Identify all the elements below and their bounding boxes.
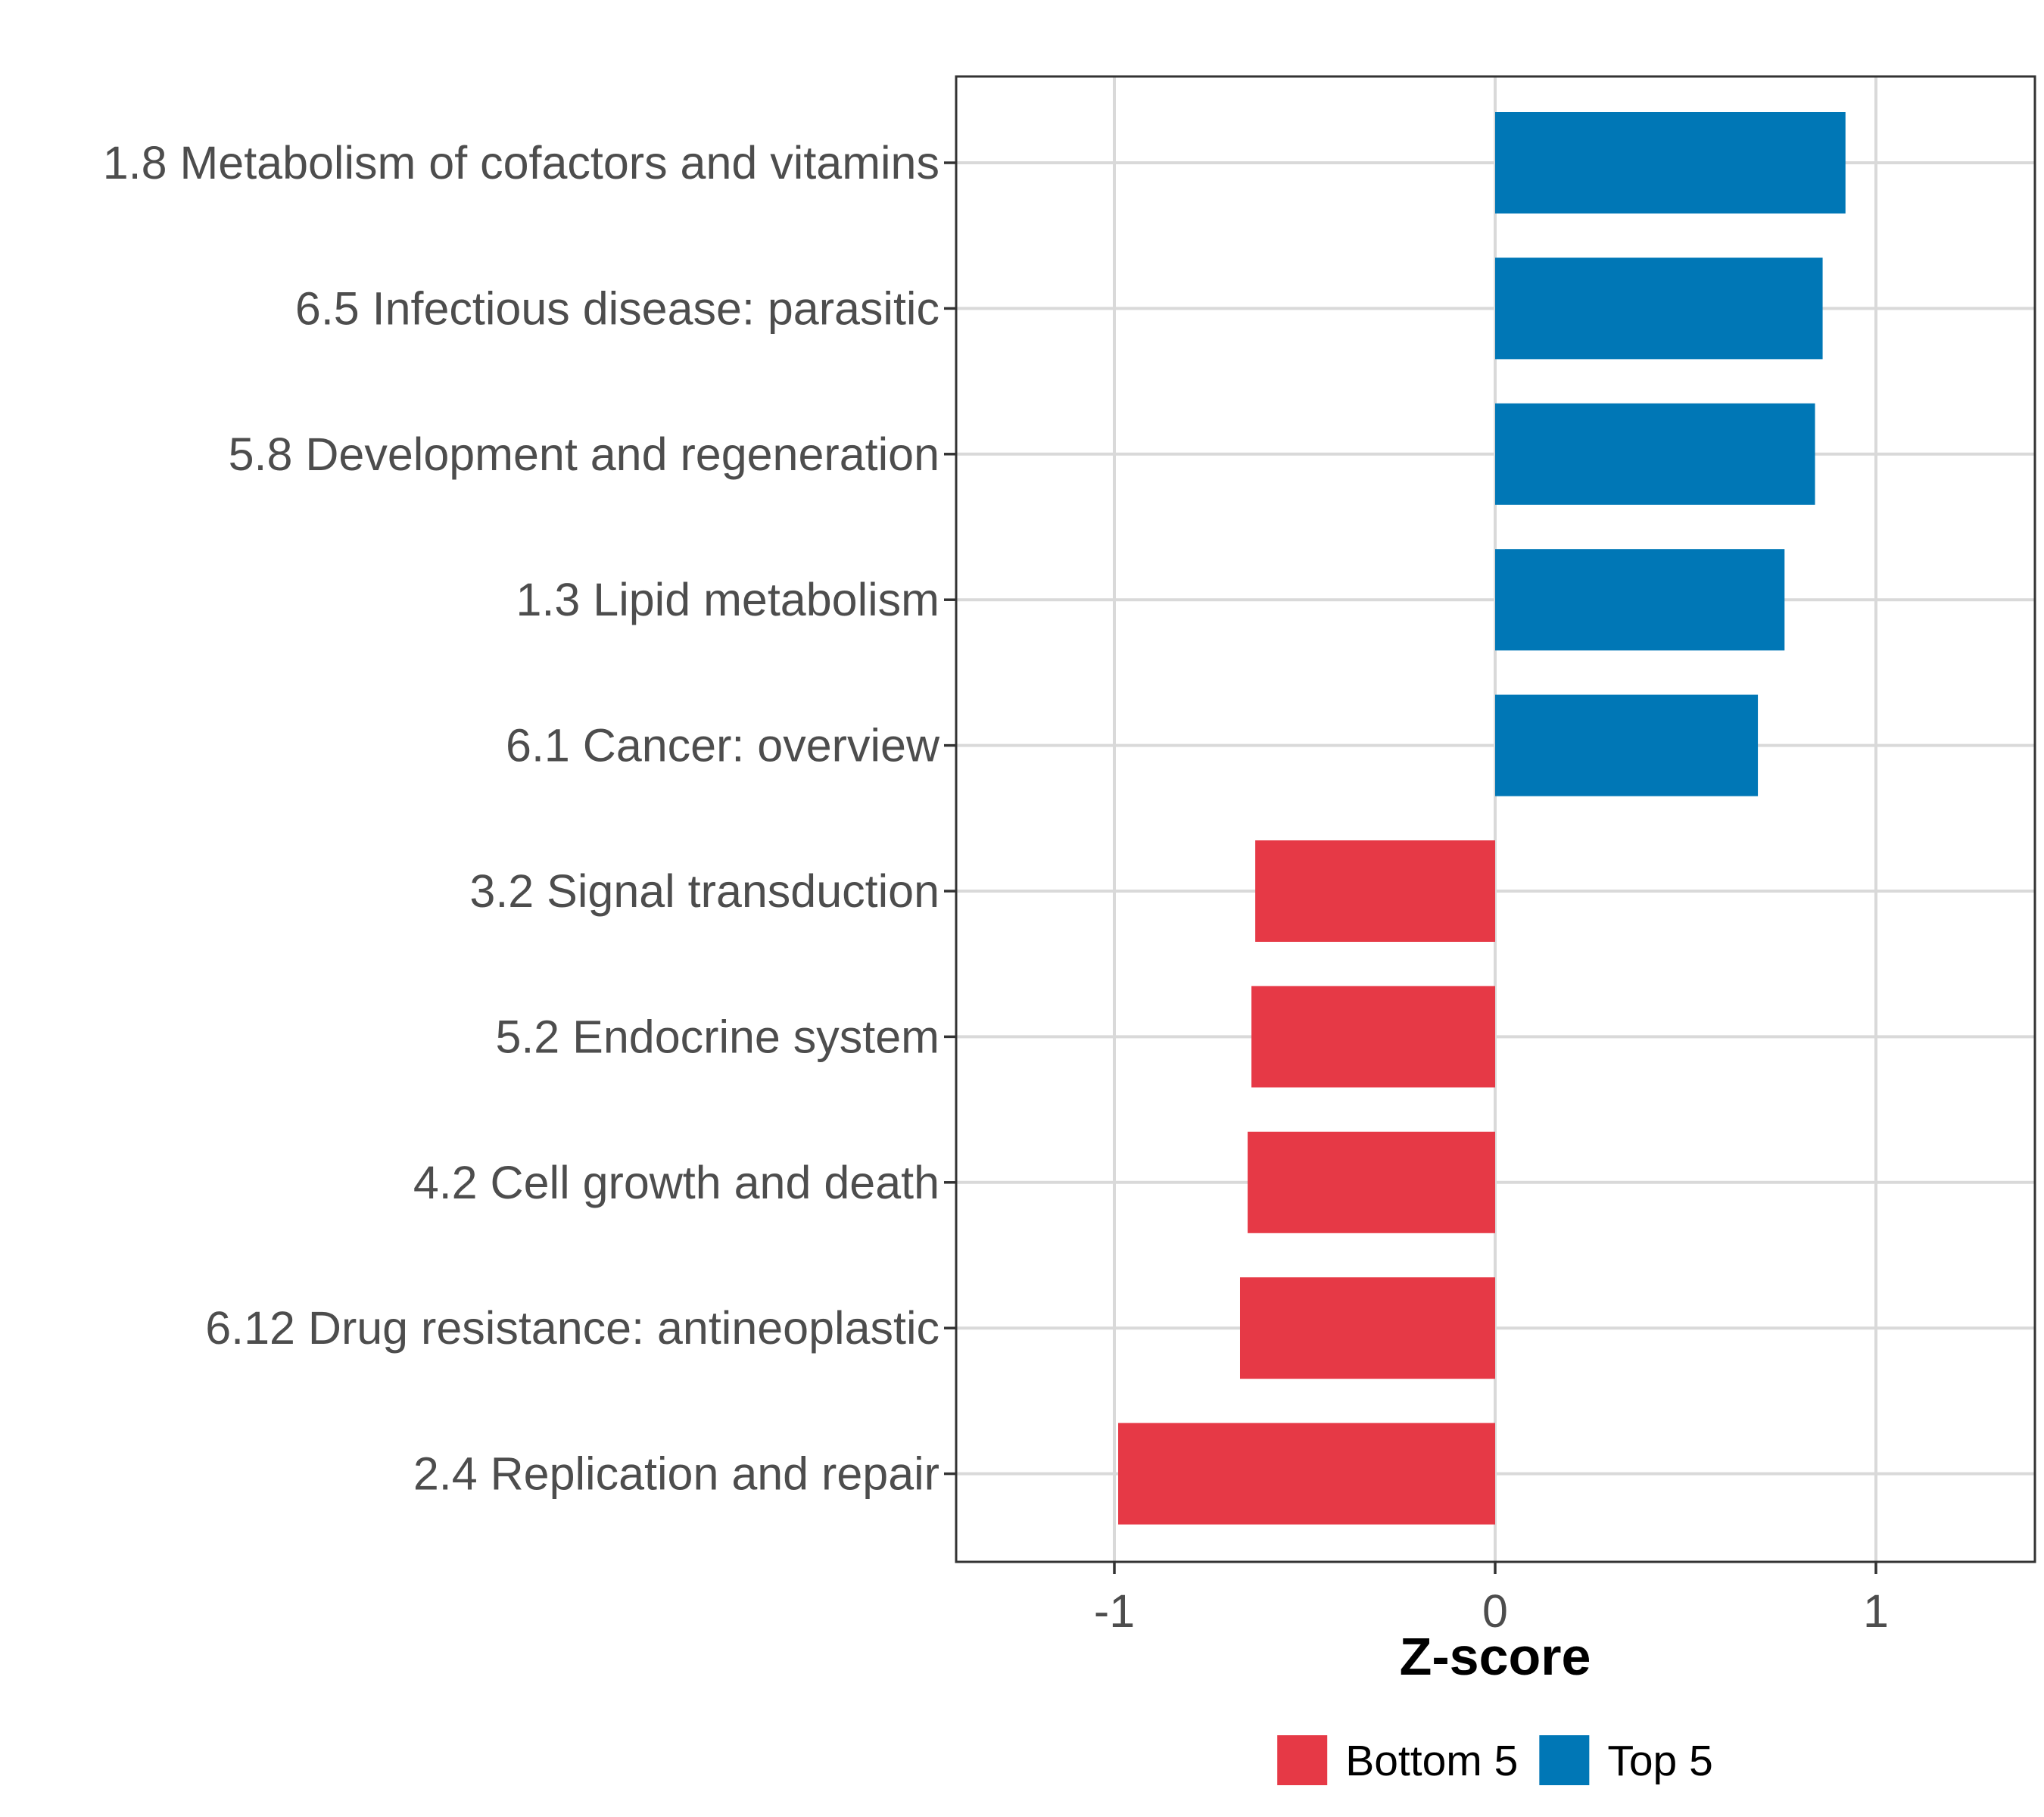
bar xyxy=(1251,986,1495,1088)
legend-label: Top 5 xyxy=(1607,1737,1712,1785)
legend: Bottom 5 Top 5 xyxy=(1277,1735,1713,1785)
bar xyxy=(1255,840,1495,942)
category-label: 5.2 Endocrine system xyxy=(495,1011,939,1062)
category-label: 1.8 Metabolism of cofactors and vitamins xyxy=(103,137,939,189)
category-label: 3.2 Signal transduction xyxy=(469,865,939,917)
bar xyxy=(1239,1277,1495,1379)
legend-swatch xyxy=(1539,1735,1590,1785)
category-label: 4.2 Cell growth and death xyxy=(413,1157,939,1208)
x-tick-label: 1 xyxy=(1863,1585,1889,1637)
bar xyxy=(1495,257,1823,360)
x-axis: -1 0 1 xyxy=(1094,1562,1889,1637)
bar xyxy=(1495,403,1815,505)
legend-label: Bottom 5 xyxy=(1345,1737,1518,1785)
category-label: 6.1 Cancer: overview xyxy=(506,720,940,771)
bar xyxy=(1248,1131,1495,1233)
x-axis-title: Z-score xyxy=(1400,1627,1591,1686)
x-tick-label: -1 xyxy=(1094,1585,1135,1637)
category-label: 5.8 Development and regeneration xyxy=(229,429,939,480)
bar xyxy=(1495,549,1785,651)
category-label: 6.5 Infectious disease: parasitic xyxy=(295,282,939,334)
bar xyxy=(1118,1423,1495,1525)
bars xyxy=(1118,112,1846,1525)
category-label: 6.12 Drug resistance: antineoplastic xyxy=(205,1302,939,1354)
legend-swatch xyxy=(1277,1735,1328,1785)
y-axis: 1.8 Metabolism of cofactors and vitamins… xyxy=(103,137,956,1500)
category-label: 2.4 Replication and repair xyxy=(413,1448,939,1500)
category-label: 1.3 Lipid metabolism xyxy=(516,574,939,625)
x-tick-label: 0 xyxy=(1482,1585,1508,1637)
bar xyxy=(1495,112,1846,213)
bar xyxy=(1495,694,1759,796)
